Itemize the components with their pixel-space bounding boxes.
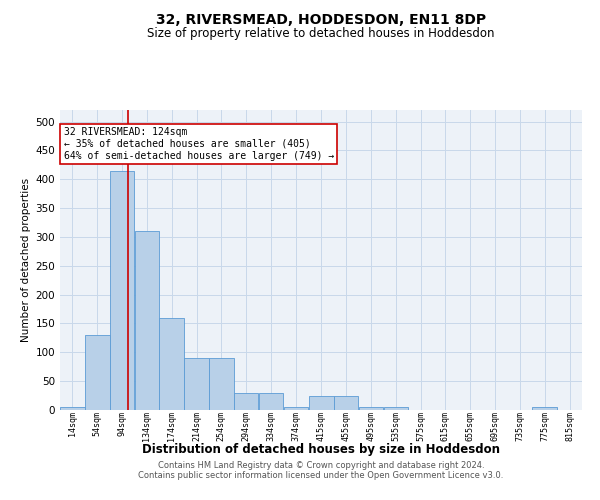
Bar (60, 407, 85, 410)
Bar (383, 407, 408, 410)
Bar (309, 396, 334, 410)
Bar (85, 335, 110, 410)
Bar (209, 358, 233, 410)
Text: 32, RIVERSMEAD, HODDESDON, EN11 8DP: 32, RIVERSMEAD, HODDESDON, EN11 8DP (156, 12, 486, 26)
Bar (110, 170, 134, 410)
Bar (284, 407, 308, 410)
Text: Size of property relative to detached houses in Hoddesdon: Size of property relative to detached ho… (147, 28, 495, 40)
Bar (134, 231, 159, 410)
Text: 32 RIVERSMEAD: 124sqm
← 35% of detached houses are smaller (405)
64% of semi-det: 32 RIVERSMEAD: 124sqm ← 35% of detached … (64, 128, 334, 160)
Bar (234, 392, 259, 410)
Bar (184, 358, 209, 410)
Bar (532, 407, 557, 410)
Bar (160, 318, 184, 410)
Bar (334, 396, 358, 410)
Bar (259, 392, 283, 410)
Text: Contains HM Land Registry data © Crown copyright and database right 2024.
Contai: Contains HM Land Registry data © Crown c… (139, 460, 503, 480)
Bar (359, 407, 383, 410)
Text: Distribution of detached houses by size in Hoddesdon: Distribution of detached houses by size … (142, 442, 500, 456)
Y-axis label: Number of detached properties: Number of detached properties (21, 178, 31, 342)
